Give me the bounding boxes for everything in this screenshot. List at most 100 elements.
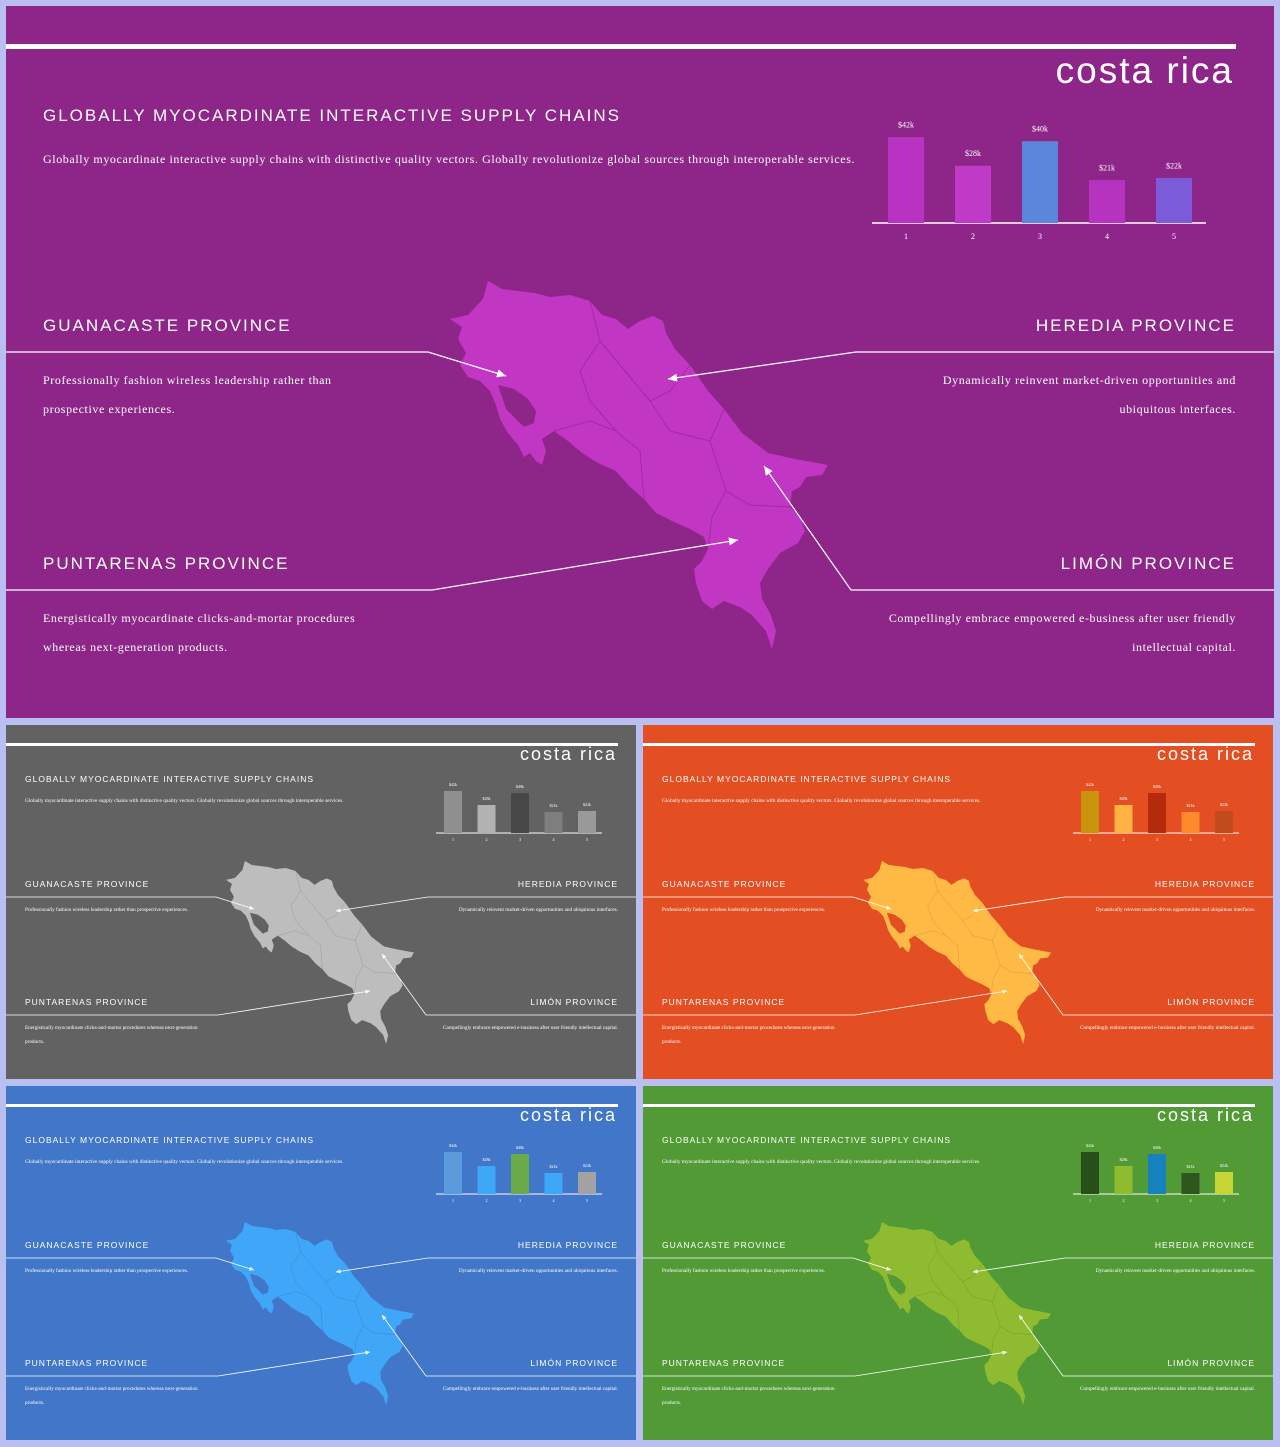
puntarenas-heading: PUNTARENAS PROVINCE [662, 997, 786, 1007]
limon-text: Compellingly embrace empowered e-busines… [1079, 1386, 1255, 1392]
gua-arrowhead-icon [249, 1266, 254, 1271]
chart-tick-label: 3 [1038, 232, 1042, 241]
chart-bar [1089, 180, 1125, 223]
chart-bar [1148, 1154, 1166, 1194]
chart-bar [511, 793, 529, 833]
guanacaste-text: Professionally fashion wireless leadersh… [662, 1268, 826, 1274]
puntarenas-heading: PUNTARENAS PROVINCE [662, 1358, 786, 1368]
top-divider [6, 44, 1236, 49]
chart-bar [477, 805, 496, 833]
costa-rica-map [450, 281, 828, 649]
chart-bar [1081, 791, 1099, 833]
her-arrowhead-icon [336, 1269, 341, 1274]
chart-data-label: $40k [516, 784, 524, 789]
limon-heading: LIMÓN PROVINCE [1167, 997, 1255, 1007]
gua-callout-line [6, 1257, 255, 1271]
heredia-heading: HEREDIA PROVINCE [517, 1240, 618, 1250]
chart-bar [544, 812, 563, 833]
lim-callout-line [1018, 1314, 1273, 1377]
guanacaste-text: Professionally fashion wireless leadersh… [43, 373, 332, 416]
costa-rica-map [863, 861, 1051, 1045]
chart-tick-label: 2 [971, 232, 975, 241]
map-country-shape [226, 1222, 414, 1406]
slide-title: costa rica [519, 744, 617, 764]
chart-data-label: $21k [1187, 1164, 1195, 1169]
chart-bar [1181, 1173, 1200, 1194]
chart-tick-label: 3 [1156, 1198, 1158, 1203]
her-callout-line [335, 1257, 636, 1273]
her-callout-line [972, 1257, 1273, 1273]
main-body-text: Globally myocardinate interactive supply… [25, 798, 344, 804]
slide-title: costa rica [1156, 1105, 1254, 1125]
chart-data-label: $22k [583, 802, 591, 807]
chart-tick-label: 3 [1156, 837, 1158, 842]
chart-tick-label: 1 [452, 837, 454, 842]
guanacaste-text: Professionally fashion wireless leadersh… [25, 907, 189, 913]
guanacaste-text: Professionally fashion wireless leadersh… [662, 907, 826, 913]
map-country-shape [863, 861, 1051, 1045]
costa-rica-map [226, 1222, 414, 1406]
chart-tick-label: 1 [452, 1198, 454, 1203]
chart-tick-label: 3 [519, 1198, 521, 1203]
lim-arrowhead-icon [1019, 1315, 1024, 1320]
her-arrowhead-icon [973, 908, 978, 913]
gua-arrowhead-icon [886, 905, 891, 910]
pun-callout-line [6, 539, 739, 591]
pun-arrowhead-icon [1002, 989, 1007, 994]
chart-data-label: $42k [1086, 1143, 1094, 1148]
costa-rica-map [226, 861, 414, 1045]
pun-arrowhead-icon [728, 537, 738, 546]
chart-bar [444, 791, 462, 833]
pun-callout-line [643, 990, 1008, 1016]
puntarenas-heading: PUNTARENAS PROVINCE [43, 554, 290, 573]
main-heading: GLOBALLY MYOCARDINATE INTERACTIVE SUPPLY… [43, 106, 621, 125]
chart-bar [544, 1173, 563, 1194]
chart-data-label: $22k [1220, 1163, 1228, 1168]
chart-data-label: $28k [483, 796, 491, 801]
callout-lines [6, 1257, 636, 1377]
puntarenas-heading: PUNTARENAS PROVINCE [25, 997, 149, 1007]
pun-arrowhead-icon [365, 989, 370, 994]
limon-text: Compellingly embrace empowered e-busines… [442, 1025, 618, 1031]
map-gulf [249, 912, 269, 934]
chart-tick-label: 2 [486, 837, 488, 842]
lim-callout-line [763, 465, 1274, 591]
chart-tick-label: 2 [1123, 837, 1125, 842]
puntarenas-text: Energistically myocardinate clicks-and-m… [25, 1025, 198, 1045]
main-heading: GLOBALLY MYOCARDINATE INTERACTIVE SUPPLY… [25, 1135, 314, 1145]
chart-tick-label: 5 [1223, 837, 1225, 842]
map-gulf [498, 385, 536, 427]
slide-title: costa rica [519, 1105, 617, 1125]
chart-bar [1081, 1152, 1099, 1194]
chart-tick-label: 2 [486, 1198, 488, 1203]
her-callout-line [667, 351, 1274, 380]
main-heading: GLOBALLY MYOCARDINATE INTERACTIVE SUPPLY… [25, 774, 314, 784]
her-callout-line [972, 896, 1273, 912]
her-arrowhead-icon [668, 373, 678, 382]
slide-purple: costa rica GLOBALLY MYOCARDINATE INTERAC… [6, 6, 1274, 718]
map-gulf [886, 1273, 906, 1295]
map-province-borders [277, 1231, 396, 1356]
heredia-text: Dynamically reinvent market-driven oppor… [458, 907, 618, 913]
heredia-heading: HEREDIA PROVINCE [517, 879, 618, 889]
main-body-text: Globally myocardinate interactive supply… [43, 152, 856, 166]
chart-data-label: $40k [516, 1145, 524, 1150]
chart-bar [1148, 793, 1166, 833]
chart-bar [1114, 1166, 1133, 1194]
chart-tick-label: 4 [553, 837, 555, 842]
callout-lines [6, 351, 1274, 591]
chart-data-label: $42k [1086, 782, 1094, 787]
bar-chart: $42k 1 $28k 2 $40k 3 $21k 4 $22k 5 [436, 1143, 602, 1203]
chart-tick-label: 1 [1089, 1198, 1091, 1203]
limon-heading: LIMÓN PROVINCE [530, 997, 618, 1007]
chart-data-label: $22k [583, 1163, 591, 1168]
limon-text: Compellingly embrace empowered e-busines… [442, 1386, 618, 1392]
top-divider [643, 1104, 1255, 1107]
slide-gray: costa rica GLOBALLY MYOCARDINATE INTERAC… [6, 725, 636, 1079]
chart-tick-label: 2 [1123, 1198, 1125, 1203]
lim-callout-line [381, 1314, 636, 1377]
chart-data-label: $42k [898, 120, 914, 129]
chart-data-label: $28k [1120, 796, 1128, 801]
her-arrowhead-icon [973, 1269, 978, 1274]
chart-tick-label: 5 [586, 1198, 588, 1203]
